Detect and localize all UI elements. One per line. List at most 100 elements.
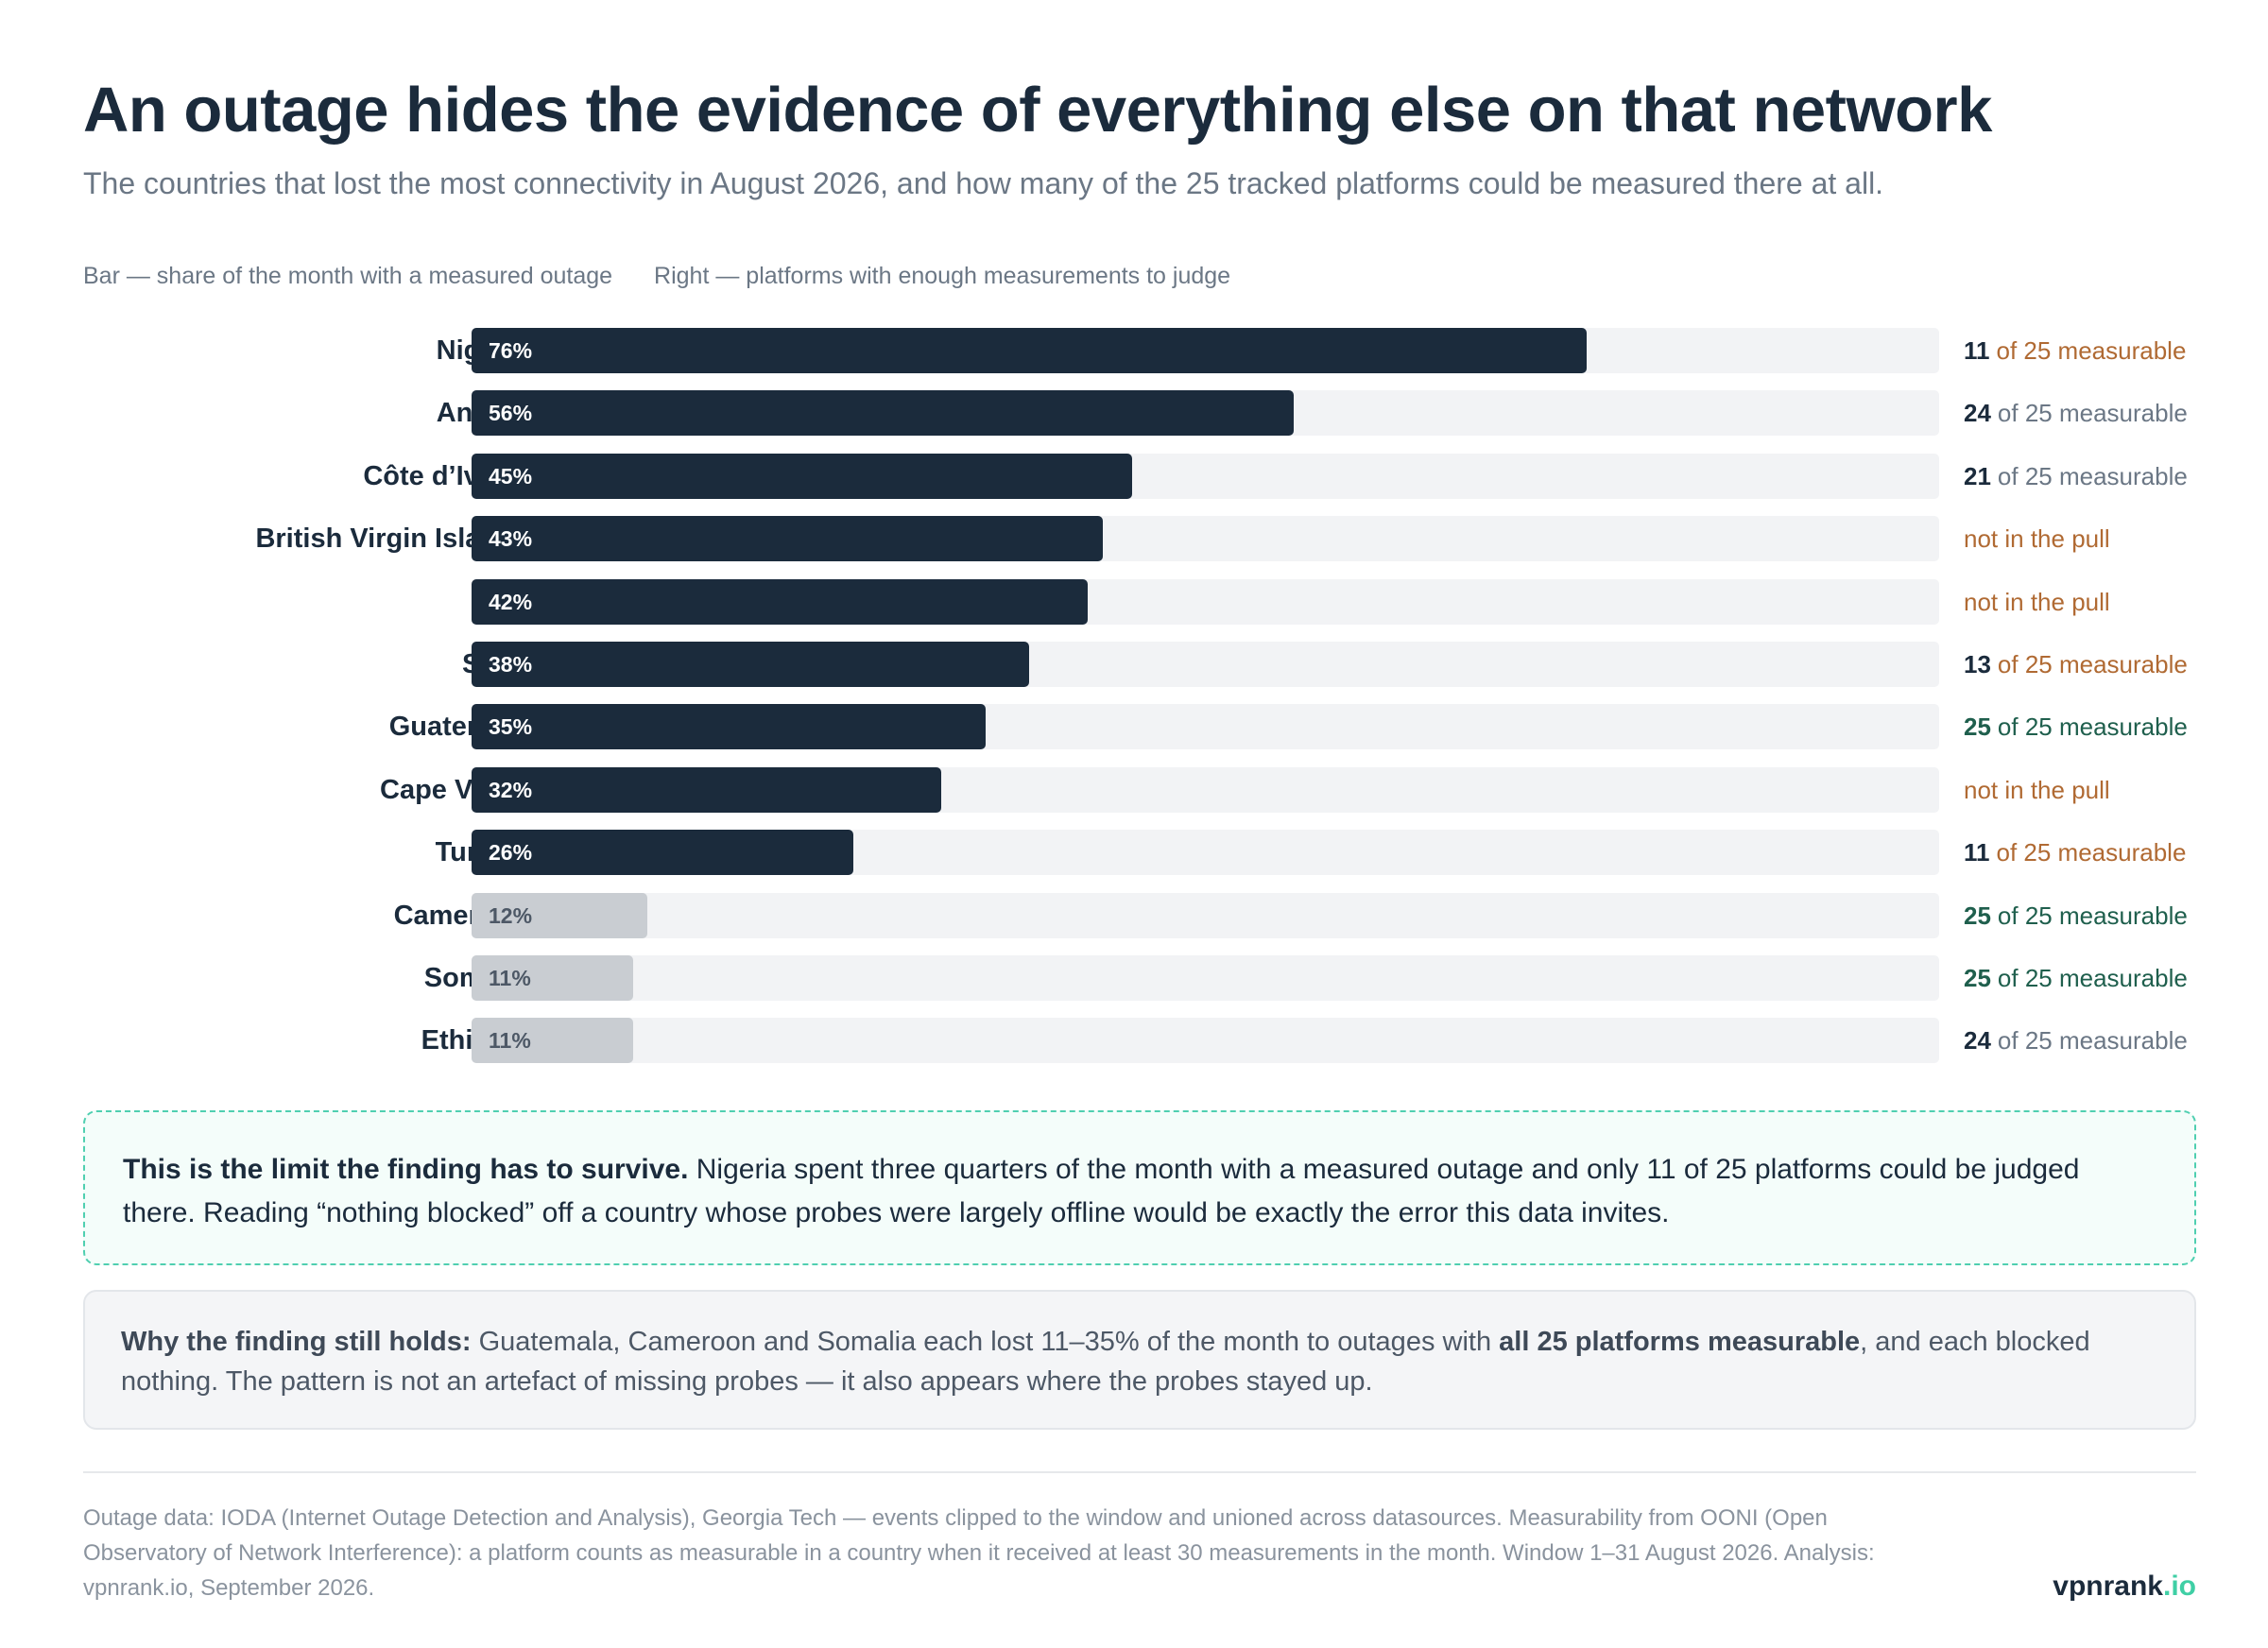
bar-track: 32% [472, 767, 1939, 813]
bar-value-label: 76% [489, 338, 533, 363]
bar-track: 76% [472, 328, 1939, 373]
measurable-label: 25 of 25 measurable [1964, 955, 2188, 1001]
bar-value-label: 35% [489, 714, 533, 739]
bar-track: 11% [472, 1018, 1939, 1063]
callout-lead: This is the limit the finding has to sur… [123, 1154, 689, 1185]
measurable-label: not in the pull [1964, 579, 2110, 625]
measurable-label: not in the pull [1964, 767, 2110, 813]
bar: 35% [472, 704, 986, 749]
bar-value-label: 42% [489, 590, 533, 614]
measurable-count: 24 [1964, 399, 1991, 427]
bar-track: 42% [472, 579, 1939, 625]
bar: 32% [472, 767, 941, 813]
bar: 76% [472, 328, 1587, 373]
measurable-count: 21 [1964, 462, 1991, 490]
bar: 26% [472, 830, 853, 875]
note-lead: Why the finding still holds: [121, 1327, 472, 1357]
bar-track: 12% [472, 893, 1939, 938]
limit-callout: This is the limit the finding has to sur… [83, 1110, 2196, 1265]
bar-track: 26% [472, 830, 1939, 875]
chart-legend: Bar — share of the month with a measured… [83, 263, 1230, 290]
measurable-count: 11 [1964, 838, 1990, 867]
note-body-1: Guatemala, Cameroon and Somalia each los… [471, 1327, 1500, 1357]
measurable-count: 25 [1964, 712, 1991, 741]
measurable-text: of 25 measurable [1996, 336, 2187, 365]
bar: 45% [472, 454, 1132, 499]
bar-track: 43% [472, 516, 1939, 561]
measurable-text: of 25 measurable [1997, 964, 2188, 992]
legend-right-text: Right — platforms with enough measuremen… [654, 263, 1231, 289]
bar: 12% [472, 893, 647, 938]
bar-value-label: 26% [489, 840, 533, 865]
measurable-text: of 25 measurable [1997, 712, 2188, 741]
measurable-label: 11 of 25 measurable [1964, 830, 2186, 875]
note-body-2: , and each blocked nothing. The pattern … [121, 1327, 2090, 1397]
measurable-count: 24 [1964, 1026, 1991, 1055]
measurable-label: 13 of 25 measurable [1964, 642, 2188, 687]
measurable-count: 25 [1964, 901, 1991, 930]
measurable-text: of 25 measurable [1997, 462, 2188, 490]
measurable-label: 25 of 25 measurable [1964, 893, 2188, 938]
measurable-label: 11 of 25 measurable [1964, 328, 2186, 373]
bar: 43% [472, 516, 1103, 561]
measurable-text: of 25 measurable [1997, 399, 2188, 427]
bar-track: 45% [472, 454, 1939, 499]
measurable-text: of 25 measurable [1997, 1026, 2188, 1055]
bar-value-label: 56% [489, 401, 533, 425]
measurable-text: not in the pull [1964, 776, 2110, 804]
legend-bar-text: Bar — share of the month with a measured… [83, 263, 613, 289]
measurable-label: not in the pull [1964, 516, 2110, 561]
measurable-text: not in the pull [1964, 588, 2110, 616]
measurable-count: 25 [1964, 964, 1991, 992]
chart-row: British Virgin Islands 43% not in the pull [83, 516, 2196, 561]
finding-note: Why the finding still holds: Guatemala, … [83, 1290, 2196, 1430]
bar-value-label: 12% [489, 903, 533, 928]
chart-row: Mali42%not in the pull [83, 579, 2196, 625]
bar-track: 38% [472, 642, 1939, 687]
source-footnote: Outage data: IODA (Internet Outage Detec… [83, 1505, 1875, 1601]
bar-value-label: 43% [489, 526, 533, 551]
brand-logo[interactable]: vpnrank.io [2053, 1571, 2196, 1603]
measurable-label: 24 of 25 measurable [1964, 1018, 2188, 1063]
chart-row: Côte d’Ivoire 45% 21 of 25 measurable [83, 454, 2196, 499]
bar-value-label: 32% [489, 778, 533, 802]
measurable-text: of 25 measurable [1997, 901, 2188, 930]
measurable-text: not in the pull [1964, 524, 2110, 553]
bar: 38% [472, 642, 1029, 687]
bar-track: 11% [472, 955, 1939, 1001]
chart-row: Cape Verde 32% not in the pull [83, 767, 2196, 813]
measurable-text: of 25 measurable [1996, 838, 2187, 867]
note-bold: all 25 platforms measurable [1499, 1327, 1861, 1357]
chart-row: Cameroon 12% 25 of 25 measurable [83, 893, 2196, 938]
bar: 42% [472, 579, 1088, 625]
measurable-label: 24 of 25 measurable [1964, 390, 2188, 436]
bar-track: 56% [472, 390, 1939, 436]
footer-divider [83, 1471, 2196, 1473]
measurable-label: 25 of 25 measurable [1964, 704, 2188, 749]
callout-body: Nigeria spent three quarters of the mont… [123, 1154, 2080, 1228]
bar: 11% [472, 1018, 633, 1063]
bar: 11% [472, 955, 633, 1001]
measurable-label: 21 of 25 measurable [1964, 454, 2188, 499]
measurable-count: 11 [1964, 336, 1990, 365]
bar-track: 35% [472, 704, 1939, 749]
page-subtitle: The countries that lost the most connect… [83, 166, 1884, 200]
brand-name: vpnrank [2053, 1571, 2163, 1602]
measurable-count: 13 [1964, 650, 1991, 678]
bar-value-label: 45% [489, 464, 533, 489]
bar-value-label: 11% [489, 1028, 531, 1053]
measurable-text: of 25 measurable [1997, 650, 2188, 678]
page-title: An outage hides the evidence of everythi… [83, 75, 1992, 146]
brand-tld: .io [2163, 1571, 2196, 1602]
chart-row: Guatemala 35% 25 of 25 measurable [83, 704, 2196, 749]
bar: 56% [472, 390, 1294, 436]
bar-value-label: 11% [489, 966, 531, 990]
bar-value-label: 38% [489, 652, 533, 677]
